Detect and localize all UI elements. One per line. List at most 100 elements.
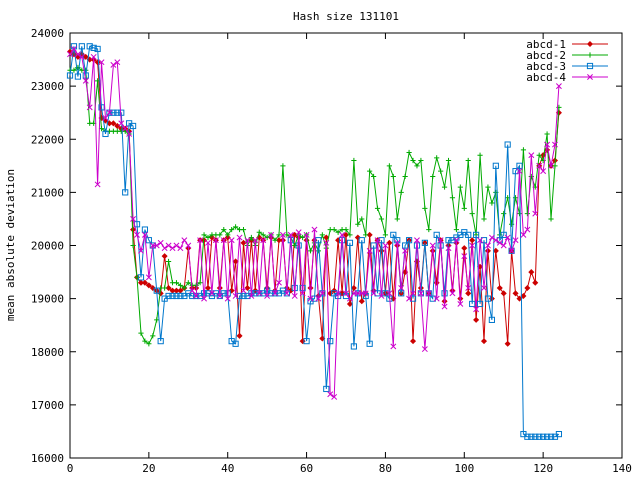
- x-tick-label-0: 0: [67, 462, 74, 475]
- point-abcd-3-93: [433, 231, 440, 238]
- point-abcd-4-77: [370, 290, 377, 297]
- point-abcd-1-81: [386, 239, 393, 246]
- point-abcd-2-79: [378, 216, 385, 222]
- point-abcd-1-71: [346, 300, 353, 307]
- point-abcd-1-105: [480, 338, 488, 345]
- point-abcd-4-96: [445, 245, 452, 252]
- point-abcd-2-61: [307, 248, 314, 254]
- point-abcd-2-93: [434, 155, 440, 161]
- point-abcd-4-79: [378, 293, 385, 299]
- y-tick-label-2: 18000: [31, 346, 64, 359]
- point-abcd-2-16: [130, 242, 136, 249]
- point-abcd-4-107: [488, 234, 495, 241]
- point-abcd-1-4: [82, 53, 89, 60]
- point-abcd-4-76: [366, 247, 373, 254]
- y-tick-label-1: 17000: [31, 399, 64, 412]
- point-abcd-2-44: [240, 226, 247, 233]
- x-tick-label-3: 60: [300, 462, 313, 475]
- point-abcd-2-71: [347, 232, 353, 238]
- point-abcd-1-103: [473, 316, 480, 323]
- point-abcd-4-13: [118, 120, 125, 127]
- point-abcd-1-111: [504, 340, 511, 347]
- point-abcd-4-121: [544, 141, 551, 148]
- point-abcd-3-9: [102, 130, 109, 138]
- point-abcd-2-28: [177, 282, 183, 288]
- legend-label-abcd-1: abcd-1: [526, 38, 566, 51]
- point-abcd-2-76: [367, 168, 373, 174]
- y-tick-label-4: 20000: [31, 240, 64, 253]
- point-abcd-4-50: [264, 293, 271, 299]
- point-abcd-3-62: [311, 295, 318, 302]
- point-abcd-4-23: [157, 239, 164, 246]
- point-abcd-1-46: [248, 237, 255, 244]
- point-abcd-3-101: [465, 231, 472, 238]
- point-abcd-3-111: [504, 141, 511, 148]
- point-abcd-3-74: [358, 237, 365, 244]
- point-abcd-4-100: [461, 253, 468, 260]
- point-abcd-4-113: [512, 237, 519, 244]
- point-abcd-4-103: [473, 306, 480, 313]
- series-layer: [66, 43, 563, 440]
- point-abcd-2-97: [449, 195, 456, 201]
- point-abcd-1-43: [236, 332, 243, 339]
- point-abcd-2-54: [280, 163, 286, 169]
- point-abcd-4-106: [484, 242, 491, 249]
- point-abcd-3-25: [165, 292, 172, 300]
- point-abcd-4-55: [283, 290, 290, 297]
- point-abcd-3-122: [547, 433, 555, 440]
- point-abcd-2-34: [201, 232, 207, 238]
- point-abcd-4-115: [520, 231, 527, 238]
- point-abcd-3-71: [346, 239, 354, 246]
- point-abcd-4-78: [374, 237, 381, 244]
- point-abcd-4-64: [319, 290, 326, 297]
- point-abcd-2-32: [193, 282, 199, 288]
- point-abcd-3-82: [390, 231, 397, 238]
- point-abcd-2-80: [382, 232, 389, 238]
- point-abcd-1-70: [342, 231, 350, 238]
- point-abcd-2-122: [548, 216, 554, 222]
- point-abcd-4-54: [279, 231, 286, 238]
- point-abcd-2-87: [410, 157, 416, 164]
- point-abcd-2-95: [441, 184, 448, 190]
- x-tick-label-6: 120: [533, 462, 553, 475]
- point-abcd-1-18: [137, 279, 144, 286]
- point-abcd-3-27: [173, 292, 180, 300]
- point-abcd-4-4: [82, 77, 89, 84]
- point-abcd-4-112: [508, 247, 515, 254]
- point-abcd-4-122: [548, 162, 554, 169]
- point-abcd-2-100: [461, 205, 467, 211]
- point-abcd-4-67: [331, 393, 338, 400]
- y-tick-label-0: 16000: [31, 452, 64, 465]
- point-abcd-3-63: [315, 237, 322, 244]
- y-tick-label-5: 21000: [31, 186, 64, 199]
- point-abcd-3-87: [409, 295, 417, 302]
- chart-title: Hash size 131101: [293, 10, 399, 23]
- point-abcd-4-14: [122, 125, 129, 132]
- point-abcd-3-65: [323, 385, 330, 393]
- point-abcd-3-12: [114, 109, 121, 116]
- point-abcd-3-108: [492, 162, 499, 169]
- point-abcd-4-71: [346, 295, 353, 302]
- point-abcd-3-105: [480, 237, 488, 244]
- point-abcd-3-84: [398, 290, 405, 297]
- point-abcd-3-102: [469, 300, 476, 308]
- point-abcd-1-72: [350, 284, 357, 292]
- point-abcd-1-101: [465, 290, 472, 297]
- point-abcd-2-106: [485, 184, 491, 190]
- point-abcd-3-103: [473, 231, 480, 238]
- x-tick-label-1: 20: [142, 462, 155, 475]
- point-abcd-2-73: [355, 221, 361, 227]
- point-abcd-3-114: [516, 162, 523, 169]
- point-abcd-4-109: [496, 239, 503, 246]
- point-abcd-2-29: [181, 285, 187, 291]
- point-abcd-3-7: [94, 45, 101, 53]
- point-abcd-4-1: [70, 45, 77, 52]
- point-abcd-3-8: [98, 104, 105, 111]
- point-abcd-3-95: [441, 290, 448, 297]
- point-abcd-2-33: [197, 280, 203, 286]
- point-abcd-2-89: [418, 157, 424, 164]
- point-abcd-4-49: [260, 237, 267, 244]
- point-abcd-4-63: [315, 295, 322, 302]
- point-abcd-3-110: [500, 231, 507, 238]
- point-abcd-3-107: [488, 316, 495, 323]
